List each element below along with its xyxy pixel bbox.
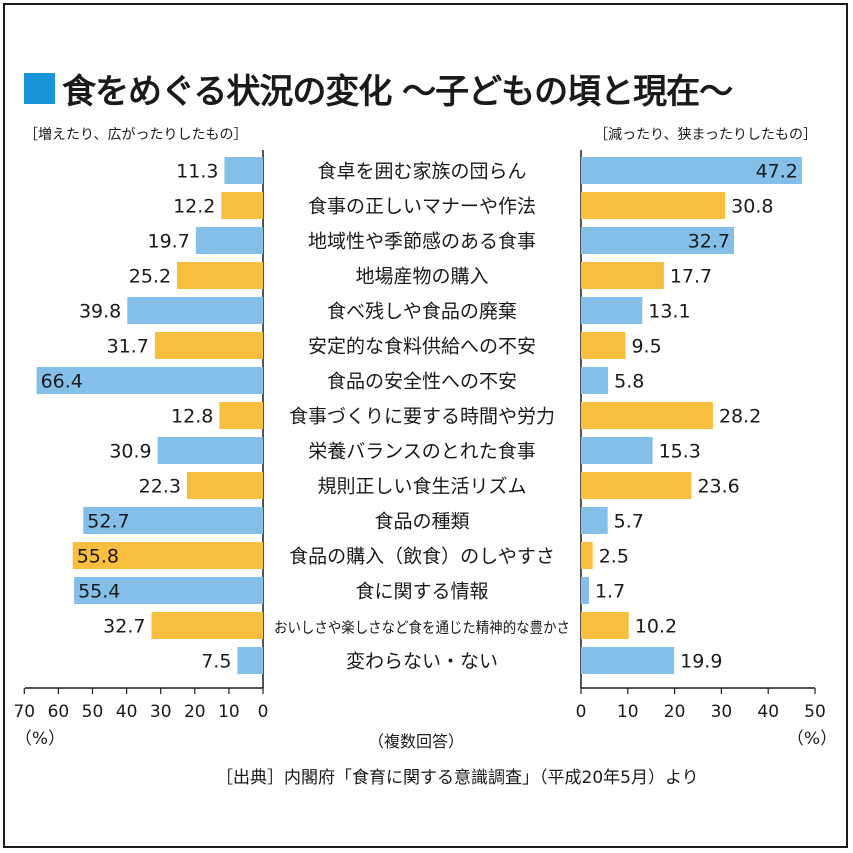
right-bar (581, 297, 643, 324)
left-bar (83, 507, 263, 534)
left-x-tick-label: 50 (82, 702, 104, 722)
left-x-tick-label: 60 (48, 702, 70, 722)
left-bar-value-label: 22.3 (139, 476, 181, 498)
right-bar (581, 612, 629, 639)
category-label: 地域性や季節感のある食事 (308, 231, 536, 253)
left-bar (221, 192, 263, 219)
category-label: 食事づくりに要する時間や労力 (289, 406, 555, 428)
right-bar (581, 542, 593, 569)
left-bar (151, 612, 263, 639)
right-bar-value-label: 2.5 (599, 546, 629, 568)
left-bar-value-label: 39.8 (79, 301, 121, 323)
right-bar-value-label: 23.6 (697, 476, 739, 498)
left-x-tick-label: 30 (150, 702, 172, 722)
left-bar-value-label: 12.8 (171, 406, 213, 428)
left-bar-value-label: 55.8 (77, 546, 119, 568)
category-label: 栄養バランスのとれた食事 (308, 441, 536, 463)
left-bar-value-label: 32.7 (103, 616, 145, 638)
right-bar (581, 402, 713, 429)
right-bar (581, 227, 735, 254)
left-axis-unit: （%） (15, 729, 65, 749)
left-x-tick-label: 0 (258, 702, 269, 722)
right-bar (581, 647, 675, 674)
right-panel-header: ［減ったり、狭まったりしたもの］ (594, 127, 817, 143)
left-bar-value-label: 12.2 (173, 196, 215, 218)
left-x-tick-label: 20 (184, 702, 206, 722)
right-bar-value-label: 30.8 (731, 196, 773, 218)
left-x-tick-label: 70 (13, 702, 35, 722)
right-bar (581, 437, 653, 464)
chart-title: 食をめぐる状況の変化 〜子どもの頃と現在〜 (62, 72, 733, 112)
right-x-tick-label: 0 (576, 702, 587, 722)
category-label: 食べ残しや食品の廃棄 (327, 301, 517, 323)
left-x-tick-label: 40 (116, 702, 138, 722)
category-label: 安定的な食料供給への不安 (308, 336, 536, 358)
left-bar-value-label: 11.3 (176, 161, 218, 183)
right-x-tick-label: 10 (617, 702, 639, 722)
category-label: おいしさや楽しさなど食を通じた精神的な豊かさ (274, 619, 570, 637)
category-label: 地場産物の購入 (355, 266, 488, 288)
category-label: 食品の購入（飲食）のしやすさ (289, 546, 555, 568)
right-bar-value-label: 17.7 (670, 266, 712, 288)
left-bar (237, 647, 263, 674)
source-note: ［出典］内閣府「食育に関する意識調査」（平成20年5月）より (216, 768, 699, 788)
right-bar-value-label: 19.9 (680, 651, 722, 673)
left-bar-value-label: 52.7 (87, 511, 129, 533)
left-bar (177, 262, 263, 289)
right-bar (581, 157, 802, 184)
left-bar (195, 227, 263, 254)
title-square-icon (24, 73, 55, 104)
right-bar-value-label: 1.7 (595, 581, 625, 603)
right-bar-value-label: 32.7 (688, 231, 730, 253)
left-x-tick-label: 10 (218, 702, 240, 722)
left-bar (219, 402, 263, 429)
left-bar (154, 332, 263, 359)
right-bar-value-label: 9.5 (631, 336, 661, 358)
left-bar (157, 437, 263, 464)
left-bar-value-label: 25.2 (129, 266, 171, 288)
left-panel-header: ［増えたり、広がったりしたもの］ (24, 127, 248, 143)
right-bar (581, 577, 589, 604)
right-x-tick-label: 50 (804, 702, 826, 722)
multiple-answer-note: （複数回答） (368, 732, 465, 751)
left-bar-value-label: 7.5 (201, 651, 231, 673)
category-label: 食品の種類 (374, 511, 469, 533)
right-bar (581, 507, 608, 534)
category-label: 食に関する情報 (355, 581, 488, 603)
right-bar-value-label: 47.2 (756, 161, 798, 183)
right-bar (581, 262, 664, 289)
category-label: 変わらない・ない (346, 651, 498, 673)
left-bar-value-label: 30.9 (109, 441, 151, 463)
category-label: 食卓を囲む家族の団らん (317, 161, 526, 183)
right-bar-value-label: 15.3 (659, 441, 701, 463)
left-bar-value-label: 31.7 (107, 336, 149, 358)
right-x-tick-label: 30 (711, 702, 733, 722)
left-bar-value-label: 19.7 (148, 231, 190, 253)
right-bar (581, 332, 626, 359)
right-x-tick-label: 20 (664, 702, 686, 722)
left-bar (224, 157, 263, 184)
right-bar (581, 472, 692, 499)
right-bar (581, 367, 609, 394)
right-bar-value-label: 5.8 (614, 371, 644, 393)
right-bar (581, 192, 726, 219)
left-bar-value-label: 55.4 (78, 581, 120, 603)
right-x-tick-label: 40 (757, 702, 779, 722)
right-bar-value-label: 5.7 (614, 511, 644, 533)
right-bar-value-label: 13.1 (648, 301, 690, 323)
left-bar (74, 577, 263, 604)
left-bar (186, 472, 263, 499)
right-axis-unit: （%） (787, 729, 837, 749)
category-label: 食事の正しいマナーや作法 (308, 196, 536, 218)
left-bar (72, 542, 263, 569)
left-bar (36, 367, 263, 394)
category-label: 規則正しい食生活リズム (317, 476, 526, 498)
category-label: 食品の安全性への不安 (327, 371, 517, 393)
left-bar (127, 297, 263, 324)
left-bar-value-label: 66.4 (41, 371, 83, 393)
right-bar-value-label: 10.2 (635, 616, 677, 638)
right-bar-value-label: 28.2 (719, 406, 761, 428)
